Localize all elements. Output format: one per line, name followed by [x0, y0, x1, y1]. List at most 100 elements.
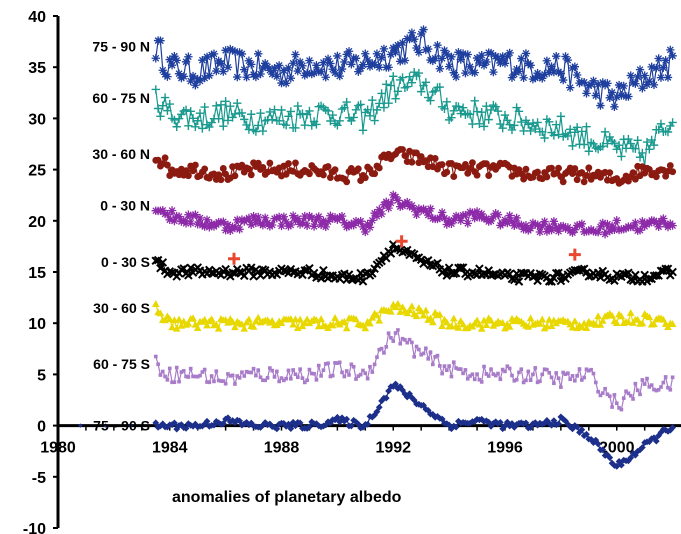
data-point [548, 421, 555, 429]
data-point [528, 74, 538, 84]
y-tick-label: 10 [28, 316, 46, 333]
series-75-90s [152, 380, 677, 470]
data-point [614, 140, 624, 150]
data-point [389, 72, 398, 81]
data-point [377, 89, 386, 98]
data-point [514, 67, 524, 76]
data-point [263, 218, 272, 228]
data-point [195, 213, 205, 223]
data-point [512, 213, 521, 223]
data-point [323, 217, 333, 226]
data-point [437, 208, 447, 217]
series-30-60s [151, 299, 677, 332]
data-point [195, 374, 200, 379]
data-point [300, 211, 309, 221]
data-point [545, 68, 554, 77]
data-point [649, 80, 659, 90]
data-point [633, 381, 638, 386]
data-point [533, 220, 542, 230]
data-point [235, 225, 244, 234]
data-point [384, 203, 393, 213]
data-point [302, 221, 312, 230]
data-point [449, 68, 458, 77]
data-point [309, 371, 314, 376]
data-point [230, 109, 240, 119]
data-point [606, 454, 614, 461]
data-point [610, 102, 619, 112]
data-point [281, 120, 291, 130]
data-point [526, 224, 535, 233]
data-point [640, 378, 645, 382]
data-point [638, 217, 647, 226]
data-point [559, 385, 563, 389]
data-point [579, 140, 589, 149]
data-point [598, 142, 607, 151]
data-point [342, 374, 347, 379]
data-point [237, 375, 242, 380]
x-tick-label: 1980 [40, 440, 76, 457]
data-point [554, 268, 563, 278]
data-point [571, 165, 579, 172]
data-point [363, 219, 372, 229]
data-point [212, 66, 221, 76]
data-point [321, 73, 330, 82]
data-point [191, 81, 200, 90]
data-point [249, 322, 258, 330]
data-point [228, 374, 233, 378]
data-point [456, 216, 465, 225]
data-point [635, 153, 645, 162]
event-marker [395, 235, 408, 248]
data-point [451, 72, 461, 82]
data-point [491, 372, 496, 376]
data-point [450, 173, 458, 180]
data-point [413, 149, 420, 157]
data-point [256, 368, 261, 372]
data-point [401, 152, 409, 159]
data-point [203, 417, 211, 425]
data-point [291, 315, 300, 323]
data-point [379, 103, 389, 112]
data-point [414, 68, 424, 78]
data-point [496, 419, 504, 426]
data-point [442, 364, 447, 368]
data-point [247, 419, 255, 427]
data-point [596, 320, 605, 328]
data-point [505, 48, 514, 58]
data-point [524, 378, 528, 383]
data-point [426, 204, 435, 213]
data-point [230, 373, 235, 378]
data-point [564, 420, 572, 428]
data-point [555, 420, 562, 428]
data-point [614, 80, 624, 90]
data-point [191, 161, 199, 169]
series-label: 30 - 60 N [92, 146, 150, 162]
series-label: 0 - 30 S [101, 254, 150, 270]
data-point [578, 426, 586, 434]
data-point [579, 78, 589, 87]
data-point [305, 378, 309, 383]
data-point [384, 98, 393, 108]
data-point [461, 68, 470, 78]
data-point [440, 104, 449, 114]
data-point [421, 351, 426, 356]
data-point [454, 323, 463, 331]
data-point [638, 84, 647, 93]
data-point [293, 324, 302, 332]
data-point [242, 73, 251, 82]
data-point [612, 216, 621, 225]
data-point [188, 211, 198, 220]
data-point [375, 99, 384, 108]
data-point [412, 43, 421, 53]
y-tick-label: 20 [28, 214, 46, 231]
data-point [279, 376, 284, 380]
data-point [247, 60, 256, 69]
data-point [284, 63, 293, 73]
data-point [372, 362, 377, 367]
data-point [463, 50, 472, 59]
data-point [578, 323, 586, 331]
data-point [174, 114, 184, 123]
data-point [379, 346, 384, 351]
data-point [247, 220, 256, 230]
data-point [519, 225, 528, 234]
data-point [668, 267, 677, 277]
